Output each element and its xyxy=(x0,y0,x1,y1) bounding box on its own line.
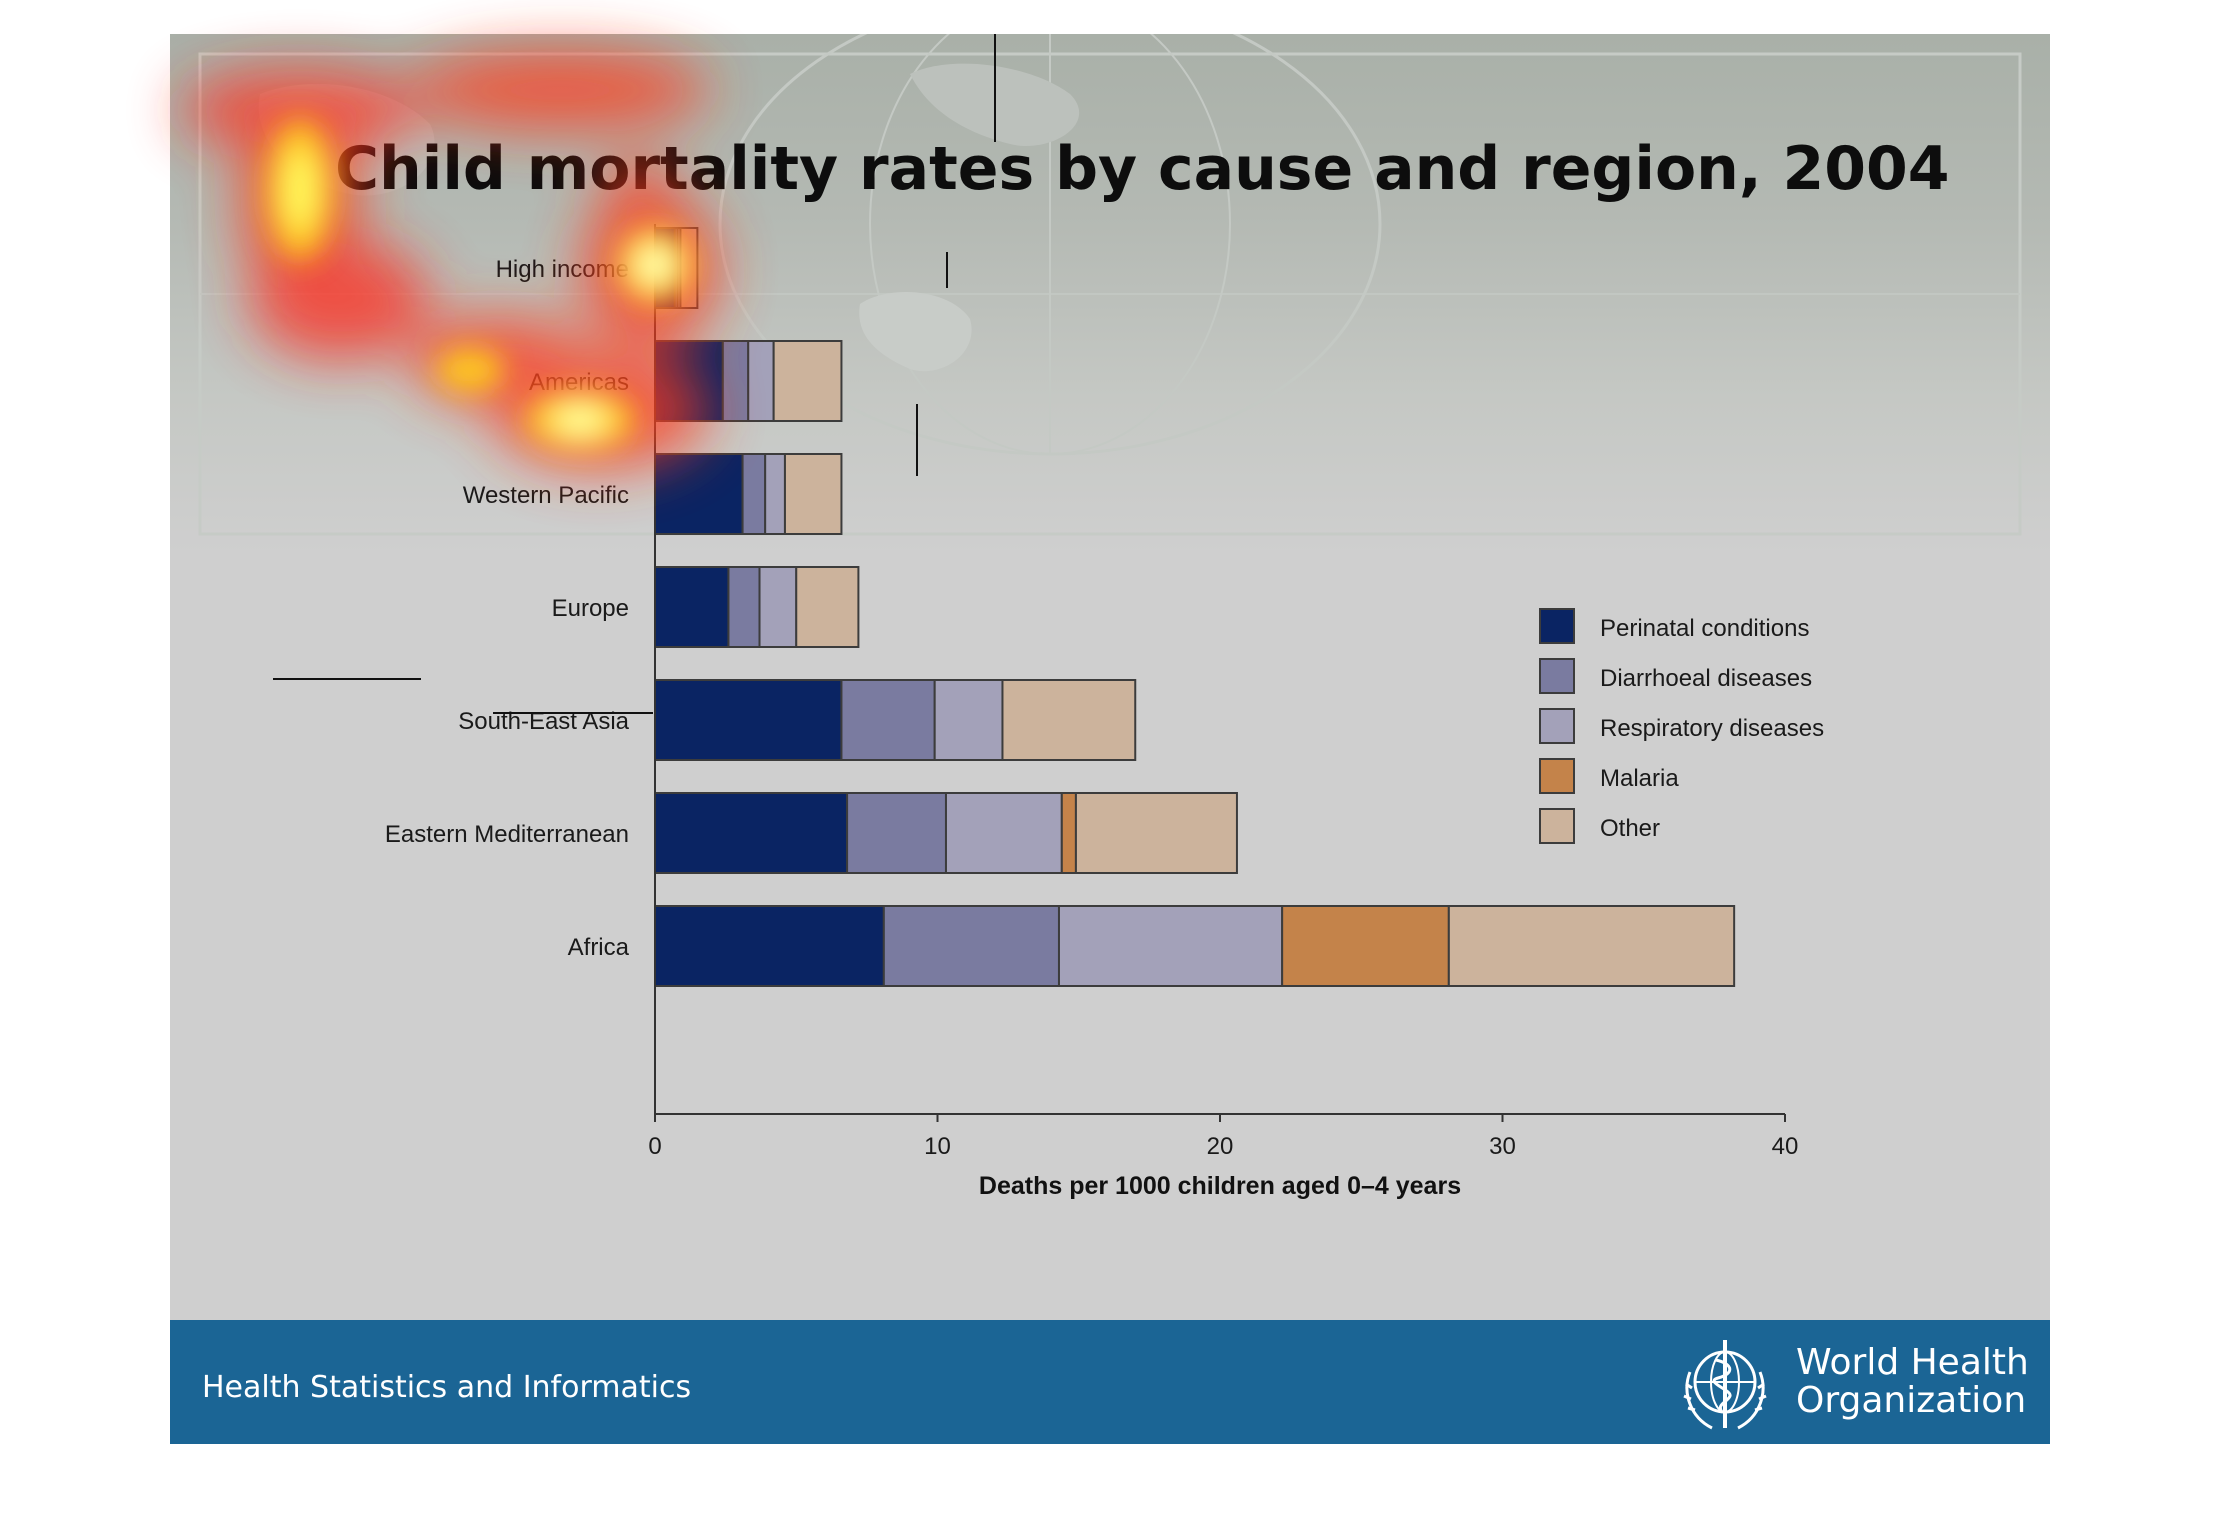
x-axis-label: Deaths per 1000 children aged 0–4 years xyxy=(979,1172,1461,1200)
legend-label: Other xyxy=(1600,815,1660,842)
stray-line xyxy=(493,712,653,714)
footer-program-name: Health Statistics and Informatics xyxy=(202,1370,692,1405)
bar-segment xyxy=(1281,905,1450,987)
bar-segment xyxy=(741,453,767,535)
legend-label: Malaria xyxy=(1600,765,1679,792)
bar-segment xyxy=(654,792,849,874)
stray-line xyxy=(916,404,918,476)
who-wordmark-line1: World Health xyxy=(1796,1342,2029,1383)
category-labels: High income Americas Western Pacific Europe… xyxy=(385,256,630,961)
bar-segment xyxy=(795,566,860,648)
stacked-bar-chart: High income Americas Western Pacific Europe… xyxy=(385,224,1824,1200)
bar-segment xyxy=(747,340,775,422)
who-emblem-icon xyxy=(1683,1340,1767,1430)
x-tick-label: 0 xyxy=(648,1133,661,1160)
bar-segment xyxy=(1001,679,1137,761)
bar-segment xyxy=(679,227,699,309)
category-label: Americas xyxy=(529,369,629,396)
stray-line xyxy=(994,34,996,142)
who-wordmark-line2: Organization xyxy=(1796,1380,2027,1421)
category-label: Europe xyxy=(552,595,629,622)
x-tick-label: 30 xyxy=(1489,1133,1516,1160)
legend-label: Perinatal conditions xyxy=(1600,615,1809,642)
stray-line xyxy=(946,252,948,288)
bar-segment xyxy=(654,679,843,761)
x-tick-label: 10 xyxy=(924,1133,951,1160)
stray-line xyxy=(273,678,421,680)
bar-segment xyxy=(1060,792,1077,874)
legend-label: Diarrhoeal diseases xyxy=(1600,665,1812,692)
x-tick-label: 40 xyxy=(1772,1133,1799,1160)
bar-segment xyxy=(654,340,724,422)
bar-segment xyxy=(1074,792,1238,874)
bar-segment xyxy=(840,679,936,761)
bar-segment xyxy=(846,792,947,874)
slide: Child mortality rates by cause and regio… xyxy=(170,34,2050,1444)
footer-bar: Health Statistics and Informatics World … xyxy=(170,1320,2050,1444)
legend-label: Respiratory diseases xyxy=(1600,715,1824,742)
legend-swatch xyxy=(1539,808,1575,844)
bars-layer xyxy=(654,227,1736,987)
legend-swatch xyxy=(1539,608,1575,644)
x-tick-label: 20 xyxy=(1207,1133,1234,1160)
who-wordmark: World Health Organization xyxy=(1796,1344,2029,1420)
legend: Perinatal conditions Diarrhoeal diseases R… xyxy=(1539,608,1824,844)
bar-segment xyxy=(1057,905,1284,987)
bar-segment xyxy=(654,227,676,309)
bar-segment xyxy=(654,453,744,535)
bar-segment xyxy=(721,340,750,422)
legend-swatch xyxy=(1539,658,1575,694)
bar-segment xyxy=(654,566,730,648)
bar-segment xyxy=(783,453,843,535)
bar-segment xyxy=(772,340,843,422)
legend-swatch xyxy=(1539,758,1575,794)
x-ticks: 0 10 20 30 40 xyxy=(648,1114,1798,1160)
category-label: High income xyxy=(496,256,629,283)
category-label: Africa xyxy=(568,934,630,961)
legend-swatch xyxy=(1539,708,1575,744)
bar-segment xyxy=(944,792,1063,874)
bar-segment xyxy=(654,905,885,987)
bar-segment xyxy=(758,566,798,648)
category-label: Eastern Mediterranean xyxy=(385,821,629,848)
bar-segment xyxy=(1447,905,1736,987)
bar-segment xyxy=(727,566,761,648)
bar-segment xyxy=(933,679,1004,761)
category-label: Western Pacific xyxy=(463,482,629,509)
bar-segment xyxy=(882,905,1060,987)
bar-segment xyxy=(764,453,786,535)
